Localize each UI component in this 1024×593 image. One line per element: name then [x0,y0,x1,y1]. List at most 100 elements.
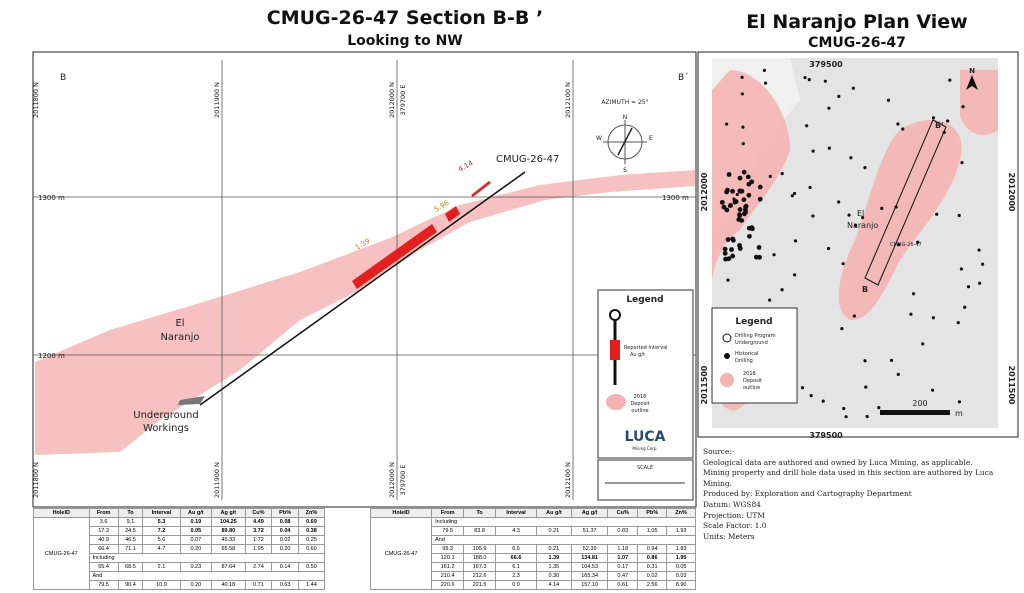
drill-collar [725,187,730,193]
row: 120.1 188.0 66.6 1.39 134.81 1.07 0.86 1.95 [371,553,696,563]
cell: 0.05 [179,526,213,536]
northing: 2011800 N [32,82,40,118]
cell: 7.2 [142,526,181,536]
plan-subtitle: CMUG-26-47 [808,35,906,51]
legend-label: Historical [735,351,758,357]
legend-label: Deposit [630,401,649,407]
cell: 83.8 [463,526,497,536]
drill-collar [741,142,745,146]
drill-collar [753,254,759,260]
drill-collar [823,79,827,83]
cell: 0.14 [271,562,299,572]
cell: 0.23 [179,562,213,572]
cell: 1.35 [536,562,572,572]
source-line: Datum: WGS84 [703,499,761,509]
cell: 0.25 [297,535,326,545]
cell: 5.6 [142,535,181,545]
drill-collar [896,122,900,126]
section-end: B [862,285,868,294]
legend-outline [720,373,734,387]
drill-collar [865,414,869,419]
interval [471,180,491,198]
row-label: Including [431,517,696,527]
drill-collar [793,273,797,277]
drill-collar [880,206,884,210]
cell: 2.3 [495,571,537,581]
drill-collar [726,172,732,177]
drill-collar [743,209,748,215]
logo: LUCA [625,429,666,445]
row: 79.5 83.8 4.3 0.21 51.37 0.83 1.05 1.93 [371,526,696,536]
cell: 0.17 [607,562,639,572]
cell: 87.64 [211,562,246,572]
drill-trace [199,171,526,406]
cell: 0.47 [607,571,639,581]
drill-collar [730,188,735,194]
header-cell: Pb% [271,508,299,518]
cell: 0.19 [179,517,213,527]
drill-collar [808,185,812,190]
cell: 167.3 [463,562,497,572]
header-cell: Ag g/t [570,508,609,518]
hole-label: CMUG-26-47 [890,242,922,248]
header-cell: HoleID [369,508,433,518]
drill-collar [956,321,960,325]
legend-interval [610,340,620,360]
cell: 0.86 [637,553,668,563]
scale-label: SCALE [637,465,653,471]
drill-collar [772,253,776,257]
cell: 134.81 [570,553,609,563]
legend-program [722,333,732,343]
cell: 104.53 [570,562,609,572]
legend-label: outline [743,385,760,391]
legend-label: Underground [735,340,768,346]
cell: 66.4 [88,544,119,554]
underground-workings [178,396,205,405]
drill-collar [743,203,749,209]
header-cell: Au g/t [536,508,572,518]
cell: 8.90 [666,580,696,590]
cell: 0.63 [271,580,299,590]
drill-collar [747,233,752,239]
compass-label: N [623,114,628,121]
drill-collar [737,207,743,212]
drill-collar [729,247,734,252]
cell: 1.93 [666,526,696,536]
northing: 2011500 [700,365,709,404]
cell: 0.83 [607,526,639,536]
cell: 65.4 [88,562,119,572]
northing: 2012100 N [564,82,572,118]
drill-collar [963,305,967,309]
header-cell: Au g/t [179,508,213,518]
deposit-outline [960,70,998,135]
drill-collar [837,200,841,204]
azimuth-arrow [617,127,633,156]
drill-collar [757,184,763,190]
drill-collar [737,212,742,218]
cell: 1.44 [297,580,326,590]
drill-collar [790,194,794,198]
northing: 2012000 N [388,462,396,498]
cell: 3.72 [244,526,273,536]
cell: 1.07 [607,553,639,563]
cell: 89.80 [211,526,246,536]
drill-collar [961,105,965,109]
deposit-label: El [857,209,864,218]
header-cell: HoleID [33,508,90,518]
drill-collar [721,204,727,210]
cell: 165.34 [570,571,609,581]
cell: 99.3 [431,544,465,554]
drill-collar [911,292,916,296]
cell: 221.5 [463,580,497,590]
drill-collar [901,127,905,131]
drill-collar [851,86,855,90]
cell: 4.3 [495,526,537,536]
cell: 68.5 [117,562,144,572]
cell: 52.39 [570,544,609,554]
deposit-label: Naranjo [160,332,199,343]
compass-label: S [623,167,627,174]
drill-collar [864,385,868,389]
cell: 220.6 [431,580,465,590]
drill-collar [854,223,858,228]
drill-collar [809,393,813,398]
